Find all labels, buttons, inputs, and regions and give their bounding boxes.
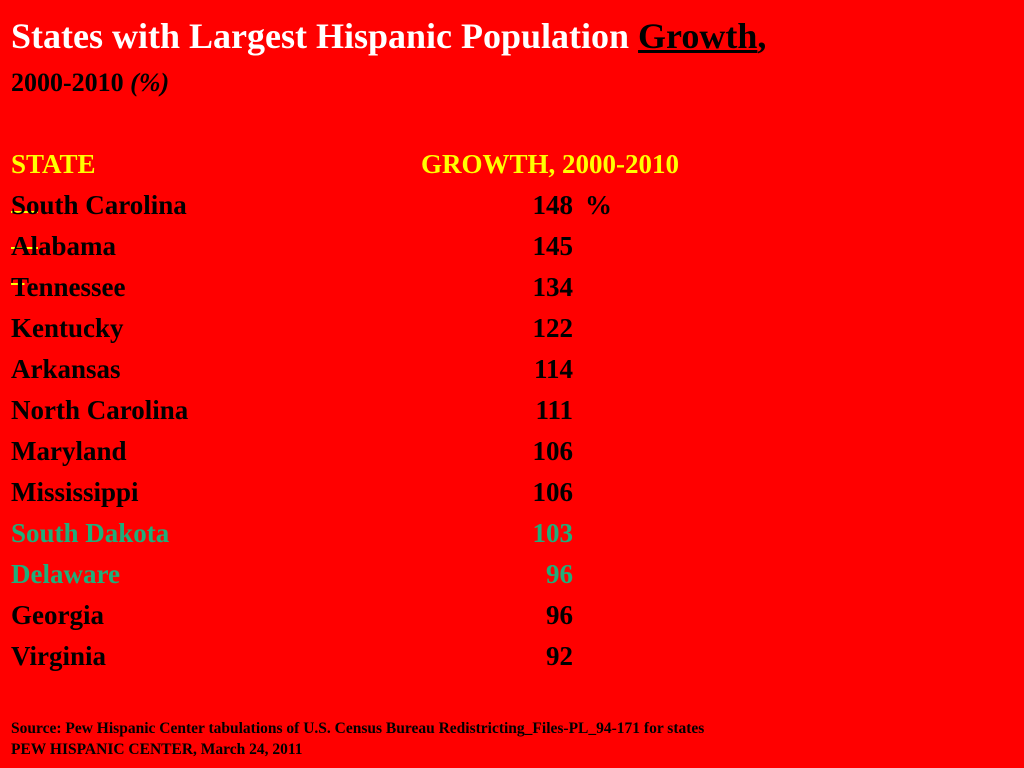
- state-name: South Carolina: [11, 190, 187, 220]
- state-name: North Carolina: [11, 395, 189, 425]
- growth-value: 106: [532, 477, 574, 507]
- table-row: South Dakota 103: [11, 513, 711, 554]
- subtitle-years: 2000-2010: [11, 68, 131, 97]
- growth-value: 103: [532, 518, 574, 548]
- growth-value: 96: [546, 600, 573, 630]
- state-name: Tennessee: [11, 272, 126, 302]
- table-body: South Carolina 148 % Alabama 145 Tennessee 13…: [11, 185, 711, 677]
- percent-sign: %: [585, 190, 612, 220]
- header-state: STATE: [11, 149, 96, 179]
- table-row: North Carolina 111: [11, 390, 711, 431]
- growth-value: 134: [532, 272, 574, 302]
- slide-subtitle: 2000-2010 (%): [11, 66, 169, 100]
- state-name: Maryland: [11, 436, 127, 466]
- table-row: Arkansas 114: [11, 349, 711, 390]
- table-row: South Carolina 148 %: [11, 185, 711, 226]
- table-row: Tennessee 134: [11, 267, 711, 308]
- table-row: Delaware 96: [11, 554, 711, 595]
- state-name: Virginia: [11, 641, 107, 671]
- growth-value: 106: [532, 436, 574, 466]
- table-row: Maryland 106: [11, 431, 711, 472]
- title-suffix: ,: [757, 16, 767, 56]
- growth-value: 92: [546, 641, 573, 671]
- credit-text: PEW HISPANIC CENTER, March 24, 2011: [11, 741, 303, 758]
- slide-title: States with Largest Hispanic Population …: [11, 14, 766, 58]
- growth-value: 111: [535, 395, 573, 425]
- state-name: Alabama: [11, 231, 117, 261]
- source-note: Source: Pew Hispanic Center tabulations …: [11, 718, 704, 760]
- header-growth: GROWTH, 2000-2010: [421, 149, 686, 179]
- title-emphasis: Growth: [638, 16, 758, 56]
- growth-value: 122: [532, 313, 574, 343]
- title-prefix: States with Largest Hispanic Population: [11, 16, 639, 56]
- subtitle-unit: (%): [130, 68, 170, 97]
- source-text: Source: Pew Hispanic Center tabulations …: [11, 720, 705, 737]
- table-row: Kentucky 122: [11, 308, 711, 349]
- table-header: STATE GROWTH, 2000-2010: [11, 146, 755, 182]
- table-row: Mississippi 106: [11, 472, 711, 513]
- growth-value: 96: [546, 559, 573, 589]
- state-name: South Dakota: [11, 518, 170, 548]
- growth-value: 145: [532, 231, 574, 261]
- state-name: Arkansas: [11, 354, 121, 384]
- table-row: Alabama 145: [11, 226, 711, 267]
- state-name: Delaware: [11, 559, 120, 589]
- state-name: Kentucky: [11, 313, 124, 343]
- table-row: Virginia 92: [11, 636, 711, 677]
- state-name: Georgia: [11, 600, 104, 630]
- table-row: Georgia 96: [11, 595, 711, 636]
- growth-value: 114: [533, 354, 573, 384]
- state-name: Mississippi: [11, 477, 139, 507]
- growth-value: 148: [532, 190, 574, 220]
